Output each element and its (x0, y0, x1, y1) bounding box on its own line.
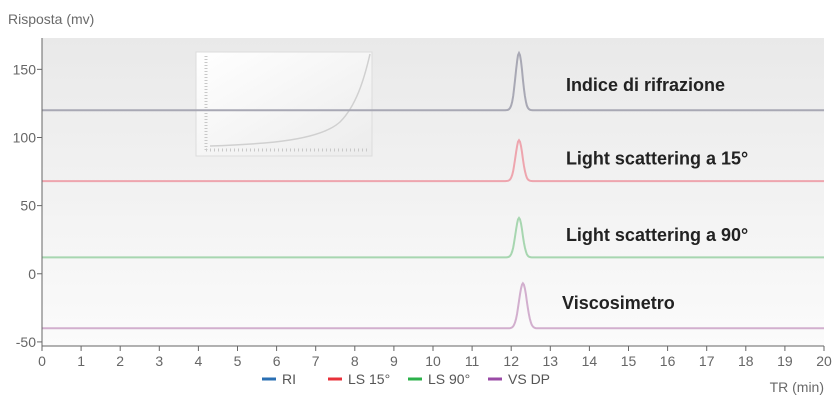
y-tick-label: 100 (13, 129, 37, 145)
y-tick-label: 0 (28, 266, 36, 282)
annotation-label: Light scattering a 15° (566, 149, 748, 169)
annotations: Indice di rifrazione Light scattering a 1… (562, 75, 748, 313)
y-tick-label: -50 (16, 334, 36, 350)
annotation-label: Viscosimetro (562, 293, 675, 313)
x-ticks: 0 1 2 3 4 5 6 7 8 9 10 11 12 13 14 15 16 17 18 19 20 (38, 346, 832, 369)
x-tick-label: 5 (234, 353, 242, 369)
x-tick-label: 16 (660, 353, 676, 369)
series-line-3 (42, 281, 824, 330)
legend-label: RI (282, 371, 296, 387)
y-ticks: -50 0 50 100 150 (13, 61, 42, 350)
legend: RI LS 15° LS 90° VS DP (262, 371, 550, 387)
x-tick-label: 10 (425, 353, 441, 369)
x-axis-title: TR (min) (770, 379, 824, 395)
x-tick-label: 13 (543, 353, 559, 369)
annotation-label: Indice di rifrazione (566, 75, 725, 95)
annotation-label: Light scattering a 90° (566, 225, 748, 245)
series-line-1 (42, 138, 824, 183)
x-tick-label: 18 (738, 353, 754, 369)
x-tick-label: 9 (390, 353, 398, 369)
x-tick-label: 19 (777, 353, 793, 369)
y-tick-label: 150 (13, 61, 37, 77)
x-tick-label: 3 (155, 353, 163, 369)
y-tick-label: 50 (20, 198, 36, 214)
x-tick-label: 8 (351, 353, 359, 369)
series-line-2 (42, 216, 824, 259)
x-tick-label: 14 (582, 353, 598, 369)
x-tick-label: 7 (312, 353, 320, 369)
legend-label: VS DP (508, 371, 550, 387)
plot-background (42, 38, 824, 346)
x-tick-label: 2 (116, 353, 124, 369)
y-axis-title: Risposta (mv) (8, 11, 94, 27)
x-tick-label: 12 (503, 353, 519, 369)
x-tick-label: 15 (621, 353, 637, 369)
x-tick-label: 4 (195, 353, 203, 369)
x-tick-label: 17 (699, 353, 715, 369)
legend-label: LS 15° (348, 371, 390, 387)
x-tick-label: 1 (77, 353, 85, 369)
x-tick-label: 0 (38, 353, 46, 369)
legend-label: LS 90° (428, 371, 470, 387)
series-traces (42, 50, 824, 330)
x-tick-label: 11 (465, 353, 480, 369)
x-tick-label: 6 (273, 353, 281, 369)
series-line-0 (42, 50, 824, 112)
x-tick-label: 20 (816, 353, 832, 369)
inset-thumbnail (195, 51, 373, 157)
